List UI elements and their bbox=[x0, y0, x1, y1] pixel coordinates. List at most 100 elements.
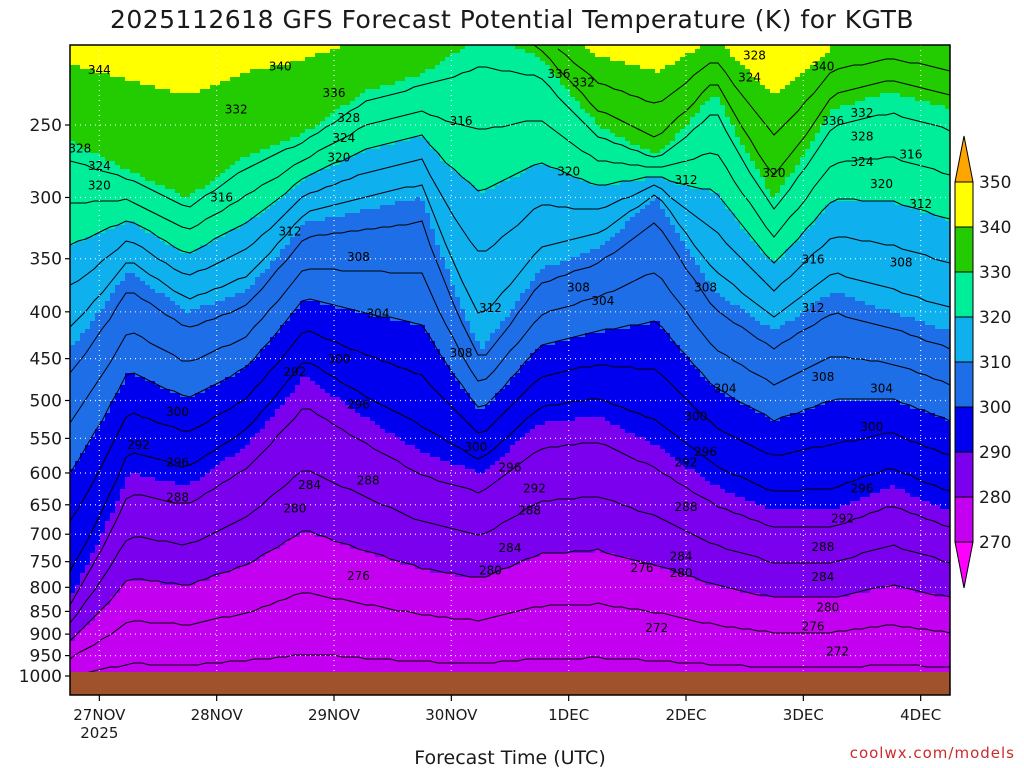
band-cell bbox=[305, 533, 311, 686]
band-cell bbox=[745, 233, 751, 314]
band-cell bbox=[795, 241, 801, 318]
band-cell bbox=[820, 57, 826, 126]
band-cell bbox=[825, 45, 831, 54]
band-cell bbox=[880, 309, 886, 402]
band-cell bbox=[110, 293, 116, 402]
band-cell bbox=[405, 445, 411, 566]
band-cell bbox=[785, 321, 791, 418]
band-cell bbox=[425, 141, 431, 214]
band-cell bbox=[410, 77, 416, 138]
band-cell bbox=[270, 417, 276, 550]
credit-link[interactable]: coolwx.com/models bbox=[850, 744, 1015, 762]
band-cell bbox=[305, 177, 311, 222]
band-cell bbox=[820, 125, 826, 214]
band-cell bbox=[615, 557, 621, 686]
band-cell bbox=[715, 389, 721, 486]
band-cell bbox=[330, 541, 336, 686]
band-cell bbox=[430, 45, 436, 70]
band-cell bbox=[920, 213, 926, 322]
band-cell bbox=[610, 553, 616, 686]
band-cell bbox=[165, 89, 171, 190]
band-cell bbox=[675, 61, 681, 134]
band-cell bbox=[240, 369, 246, 450]
band-cell bbox=[210, 469, 216, 578]
band-cell bbox=[815, 133, 821, 218]
y-tick-label: 1000 bbox=[19, 667, 62, 687]
band-cell bbox=[230, 457, 236, 570]
band-cell bbox=[505, 45, 511, 182]
band-cell bbox=[335, 217, 341, 310]
band-cell bbox=[905, 405, 911, 494]
band-cell bbox=[310, 173, 316, 222]
band-cell bbox=[365, 45, 371, 90]
band-cell bbox=[590, 333, 596, 418]
band-cell bbox=[820, 213, 826, 298]
band-cell bbox=[200, 45, 206, 90]
band-cell bbox=[785, 597, 791, 686]
band-cell bbox=[735, 221, 741, 306]
band-cell bbox=[375, 425, 381, 558]
band-cell bbox=[755, 81, 761, 170]
band-cell bbox=[750, 409, 756, 502]
band-cell bbox=[930, 325, 936, 414]
band-cell bbox=[235, 569, 241, 686]
colorbar-tick-label: 320 bbox=[979, 308, 1011, 328]
band-cell bbox=[235, 161, 241, 230]
band-cell bbox=[640, 209, 646, 326]
band-cell bbox=[120, 385, 126, 490]
band-cell bbox=[390, 433, 396, 562]
colorbar-segment bbox=[954, 226, 974, 273]
band-cell bbox=[635, 437, 641, 562]
band-cell bbox=[530, 353, 536, 430]
contour-label: 292 bbox=[523, 481, 546, 495]
band-cell bbox=[595, 417, 601, 550]
band-cell bbox=[665, 45, 671, 66]
band-cell bbox=[460, 49, 466, 178]
band-cell bbox=[350, 101, 356, 158]
contour-label: 304 bbox=[591, 294, 614, 308]
band-cell bbox=[240, 293, 246, 370]
band-cell bbox=[805, 597, 811, 686]
band-cell bbox=[295, 309, 301, 386]
band-cell bbox=[855, 301, 861, 402]
band-cell bbox=[500, 321, 506, 390]
band-cell bbox=[840, 105, 846, 202]
band-cell bbox=[160, 45, 166, 90]
band-cell bbox=[140, 45, 146, 86]
band-cell bbox=[155, 237, 161, 294]
contour-label: 308 bbox=[694, 280, 717, 294]
band-cell bbox=[315, 53, 321, 126]
band-cell bbox=[170, 301, 176, 394]
band-cell bbox=[560, 341, 566, 422]
band-cell bbox=[150, 45, 156, 86]
band-cell bbox=[515, 373, 521, 442]
band-cell bbox=[320, 389, 326, 538]
band-cell bbox=[845, 201, 851, 298]
band-cell bbox=[405, 201, 411, 322]
band-cell bbox=[170, 481, 176, 586]
band-cell bbox=[750, 161, 756, 242]
band-cell bbox=[425, 213, 431, 334]
band-cell bbox=[765, 509, 771, 598]
band-cell bbox=[635, 145, 641, 182]
band-cell bbox=[225, 233, 231, 298]
band-cell bbox=[350, 157, 356, 214]
colorbar-tick-label: 330 bbox=[979, 263, 1011, 283]
contour-label: 336 bbox=[547, 67, 570, 81]
band-cell bbox=[120, 77, 126, 170]
band-cell bbox=[180, 309, 186, 398]
band-cell bbox=[320, 537, 326, 686]
band-cell bbox=[550, 345, 556, 422]
band-cell bbox=[545, 553, 551, 686]
band-cell bbox=[675, 233, 681, 346]
band-cell bbox=[275, 201, 281, 258]
band-cell bbox=[260, 429, 266, 558]
band-cell bbox=[540, 45, 546, 62]
contour-label: 344 bbox=[88, 63, 111, 77]
band-cell bbox=[720, 297, 726, 394]
band-cell bbox=[470, 577, 476, 686]
band-cell bbox=[755, 321, 761, 414]
band-cell bbox=[115, 593, 121, 686]
contour-label: 308 bbox=[567, 280, 590, 294]
